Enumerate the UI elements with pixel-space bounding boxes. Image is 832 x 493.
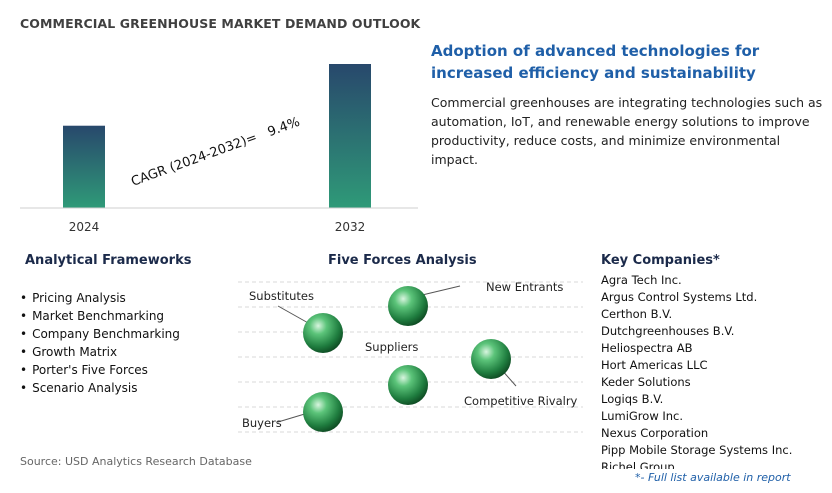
company-item: Certhon B.V.: [601, 307, 673, 321]
company-item: Agra Tech Inc.: [601, 273, 682, 287]
company-item: Hort Americas LLC: [601, 358, 708, 372]
company-item: Keder Solutions: [601, 375, 691, 389]
list-item: Scenario Analysis: [20, 379, 180, 397]
frameworks-list: Pricing Analysis Market Benchmarking Com…: [20, 289, 180, 397]
competitive-rivalry-label: Competitive Rivalry: [464, 394, 578, 408]
list-item: Market Benchmarking: [20, 307, 180, 325]
guide-lines: [238, 281, 583, 433]
list-item: Pricing Analysis: [20, 289, 180, 307]
companies-list: Agra Tech Inc. Argus Control Systems Ltd…: [601, 272, 826, 469]
company-item: Logiqs B.V.: [601, 392, 664, 406]
five-forces-diagram: Substitutes New Entrants Suppliers Compe…: [238, 280, 583, 433]
list-item: Growth Matrix: [20, 343, 180, 361]
company-item: Nexus Corporation: [601, 426, 709, 440]
bar-2024: [63, 125, 105, 208]
company-item: LumiGrow Inc.: [601, 409, 684, 423]
list-item: Porter's Five Forces: [20, 361, 180, 379]
suppliers-label: Suppliers: [365, 340, 418, 354]
buyers-sphere: [303, 392, 343, 432]
description: Commercial greenhouses are integrating t…: [431, 95, 823, 167]
company-item: Heliospectra AB: [601, 341, 693, 355]
bar-2032: [329, 64, 371, 208]
x-tick-label: 2024: [69, 220, 100, 234]
company-item: Richel Group: [601, 460, 675, 469]
new-entrants-sphere: [388, 286, 428, 326]
source-note: Source: USD Analytics Research Database: [20, 455, 252, 468]
company-item: Argus Control Systems Ltd.: [601, 290, 758, 304]
full-list-footnote: *- Full list available in report: [635, 471, 791, 484]
buyers-label: Buyers: [242, 416, 282, 430]
new-entrants-label: New Entrants: [486, 280, 563, 294]
bar-chart: 2024 2032 CAGR (2024-2032)= 9.4%: [20, 64, 418, 234]
five-forces-title: Five Forces Analysis: [328, 253, 477, 268]
company-item: Dutchgreenhouses B.V.: [601, 324, 735, 338]
report-title: COMMERCIAL GREENHOUSE MARKET DEMAND OUTL…: [20, 16, 421, 31]
substitutes-label: Substitutes: [249, 289, 314, 303]
companies-title: Key Companies*: [601, 253, 720, 268]
x-tick-label: 2032: [335, 220, 366, 234]
headline: Adoption of advanced technologies for in…: [431, 42, 760, 82]
cagr-annotation: CAGR (2024-2032)= 9.4%: [129, 115, 302, 190]
suppliers-sphere: [388, 365, 428, 405]
company-item: Pipp Mobile Storage Systems Inc.: [601, 443, 793, 457]
frameworks-title: Analytical Frameworks: [25, 253, 192, 268]
substitutes-sphere: [303, 313, 343, 353]
competitive-rivalry-sphere: [471, 339, 511, 379]
list-item: Company Benchmarking: [20, 325, 180, 343]
